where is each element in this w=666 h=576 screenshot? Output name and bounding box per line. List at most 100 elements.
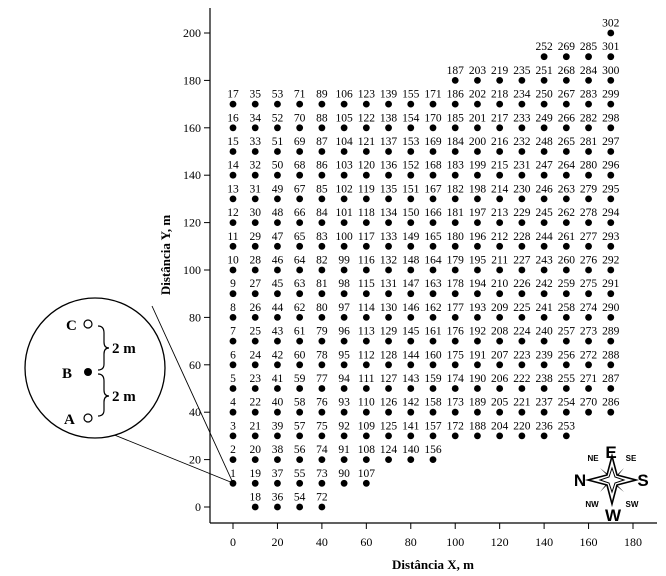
inset-connector-upper [151, 305, 234, 484]
point-id-label: 136 [380, 160, 398, 172]
data-point [274, 361, 281, 369]
data-point [518, 337, 526, 345]
point-id-label: 103 [335, 160, 353, 172]
x-tick-label: 100 [446, 535, 464, 549]
data-point [385, 456, 392, 463]
point-id-label: 4 [230, 397, 236, 409]
point-id-label: 30 [249, 207, 261, 219]
data-point [451, 195, 459, 203]
data-point [318, 432, 326, 440]
point-id-label: 211 [491, 255, 508, 267]
data-point [385, 171, 392, 179]
point-id-label: 96 [338, 326, 350, 338]
data-point [340, 432, 348, 440]
data-point [496, 361, 504, 369]
lower-brace [97, 373, 110, 417]
data-point [251, 479, 259, 487]
data-point [340, 456, 348, 463]
data-point [607, 266, 615, 274]
data-point [340, 337, 348, 345]
data-point [585, 77, 592, 84]
point-b-label: B [62, 366, 72, 382]
data-point [385, 219, 392, 227]
point-id-label: 43 [272, 326, 284, 338]
point-id-label: 8 [230, 302, 236, 314]
point-id-label: 109 [358, 420, 376, 432]
data-point [340, 361, 348, 369]
data-point [318, 242, 326, 250]
point-id-label: 192 [469, 326, 487, 338]
data-point [474, 314, 481, 321]
data-point [474, 219, 481, 227]
data-point [362, 290, 370, 298]
data-point [607, 385, 615, 392]
y-tick-label: 160 [183, 121, 201, 135]
data-point [274, 432, 281, 440]
data-point [496, 432, 504, 440]
data-point [407, 337, 415, 345]
data-point [318, 361, 326, 369]
point-id-label: 262 [558, 207, 576, 219]
data-point [496, 242, 504, 250]
data-point [540, 337, 548, 345]
data-point [607, 100, 615, 108]
point-id-label: 151 [402, 183, 420, 195]
data-point [362, 100, 370, 108]
data-point [518, 432, 526, 440]
y-tick-label: 120 [183, 216, 201, 230]
point-id-label: 31 [249, 183, 261, 195]
point-a-marker [83, 413, 93, 423]
data-point [451, 100, 459, 108]
point-id-label: 138 [380, 112, 398, 124]
data-point [429, 148, 437, 155]
data-point [340, 124, 348, 132]
point-id-label: 99 [338, 255, 350, 267]
point-id-label: 197 [469, 207, 487, 219]
point-id-label: 39 [272, 420, 284, 432]
data-point [540, 171, 548, 179]
point-id-label: 286 [602, 397, 620, 409]
data-point [362, 242, 370, 250]
data-point [318, 266, 326, 274]
data-point [429, 456, 437, 463]
point-id-label: 101 [335, 207, 353, 219]
data-point [274, 479, 281, 487]
data-point [474, 290, 481, 298]
data-point [229, 385, 237, 392]
point-id-label: 265 [558, 136, 576, 148]
point-id-label: 58 [294, 397, 306, 409]
data-point [251, 195, 259, 203]
point-id-label: 37 [272, 468, 284, 480]
point-id-label: 270 [580, 397, 598, 409]
data-point [274, 503, 281, 511]
data-point [607, 242, 615, 250]
data-point [540, 53, 548, 61]
point-id-label: 59 [294, 373, 306, 385]
point-id-label: 116 [358, 255, 375, 267]
data-point [540, 77, 548, 84]
point-id-label: 222 [513, 373, 531, 385]
point-id-label: 285 [580, 41, 598, 53]
point-id-label: 176 [447, 326, 465, 338]
data-point [407, 195, 415, 203]
data-point [362, 314, 370, 321]
data-point [229, 408, 237, 416]
point-id-label: 276 [580, 255, 598, 267]
point-id-label: 251 [535, 65, 553, 77]
point-id-label: 191 [469, 349, 487, 361]
data-point [496, 148, 504, 155]
data-point [385, 314, 392, 321]
data-point [451, 314, 459, 321]
point-id-label: 9 [230, 278, 236, 290]
data-point [562, 432, 570, 440]
data-point [385, 242, 392, 250]
point-id-label: 297 [602, 136, 620, 148]
data-point [429, 124, 437, 132]
data-point [407, 124, 415, 132]
point-id-label: 146 [402, 302, 420, 314]
data-point [318, 148, 326, 155]
point-id-label: 212 [491, 231, 509, 243]
point-c-label: C [66, 318, 77, 334]
data-point [296, 124, 304, 132]
data-point [540, 266, 548, 274]
